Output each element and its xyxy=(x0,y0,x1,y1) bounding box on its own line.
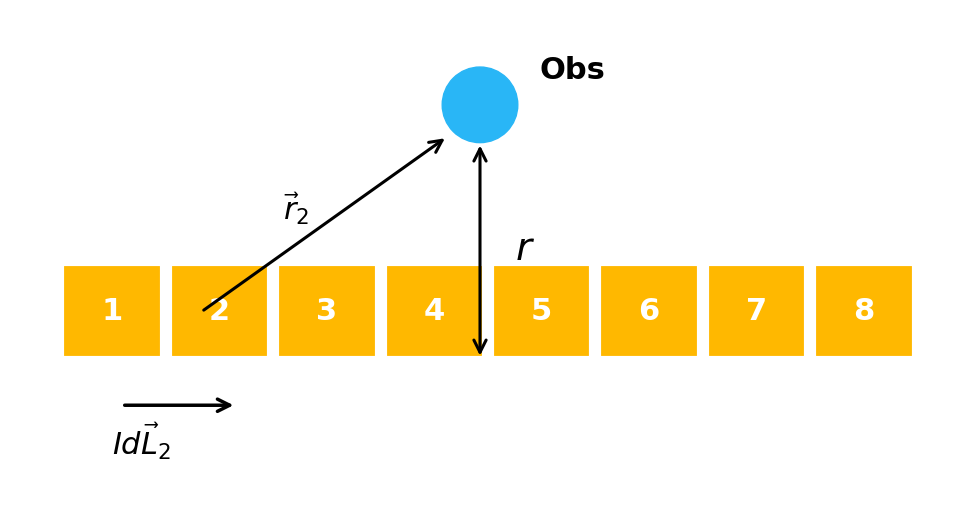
FancyBboxPatch shape xyxy=(814,264,914,358)
Text: Obs: Obs xyxy=(540,56,606,84)
FancyBboxPatch shape xyxy=(492,264,591,358)
FancyBboxPatch shape xyxy=(385,264,484,358)
FancyBboxPatch shape xyxy=(170,264,269,358)
Text: 7: 7 xyxy=(746,297,767,326)
FancyBboxPatch shape xyxy=(599,264,699,358)
Text: 5: 5 xyxy=(531,297,552,326)
Text: $r$: $r$ xyxy=(515,230,535,268)
FancyBboxPatch shape xyxy=(62,264,161,358)
Circle shape xyxy=(443,67,517,143)
FancyBboxPatch shape xyxy=(277,264,376,358)
Text: 8: 8 xyxy=(853,297,875,326)
Text: $\vec{r}_2$: $\vec{r}_2$ xyxy=(283,191,309,227)
Text: 1: 1 xyxy=(102,297,123,326)
Text: $Id\vec{L}_2$: $Id\vec{L}_2$ xyxy=(112,420,171,462)
Text: 4: 4 xyxy=(423,297,444,326)
Text: 6: 6 xyxy=(638,297,660,326)
Text: 2: 2 xyxy=(209,297,230,326)
Text: 3: 3 xyxy=(316,297,337,326)
FancyBboxPatch shape xyxy=(707,264,806,358)
